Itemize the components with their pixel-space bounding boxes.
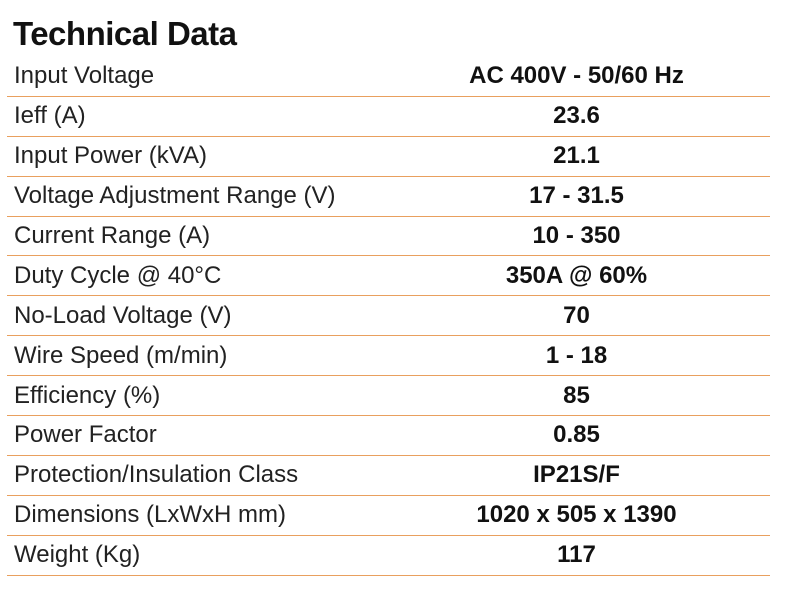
row-label: Power Factor	[14, 421, 157, 449]
row-label: Voltage Adjustment Range (V)	[14, 182, 336, 210]
table-row: Input Power (kVA) 21.1	[7, 137, 770, 177]
row-label: Duty Cycle @ 40°C	[14, 261, 222, 289]
row-value: 10 - 350	[532, 222, 621, 249]
table-row: No-Load Voltage (V) 70	[7, 296, 770, 337]
row-label: Weight (Kg)	[14, 541, 141, 569]
table-row: Power Factor 0.85	[7, 416, 770, 456]
row-value: 23.6	[553, 102, 600, 130]
row-label: Dimensions (LxWxH mm)	[14, 501, 287, 529]
table-row: Input Voltage AC 400V - 50/60 Hz	[7, 57, 770, 97]
table-row: Ieff (A) 23.6	[7, 97, 770, 137]
row-label: No-Load Voltage (V)	[14, 301, 232, 329]
row-value: 117	[557, 541, 596, 569]
row-value: IP21S/F	[533, 461, 620, 489]
table-row: Voltage Adjustment Range (V) 17 - 31.5	[7, 177, 770, 217]
row-value: AC 400V - 50/60 Hz	[469, 62, 684, 90]
technical-data-table: Input Voltage AC 400V - 50/60 Hz Ieff (A…	[7, 57, 770, 576]
table-row: Current Range (A) 10 - 350	[7, 217, 770, 257]
row-label: Input Voltage	[14, 62, 155, 90]
row-value: 70	[563, 301, 590, 329]
table-row: Dimensions (LxWxH mm) 1020 x 505 x 1390	[7, 496, 770, 536]
row-label: Protection/Insulation Class	[14, 461, 299, 489]
row-label: Ieff (A)	[14, 102, 86, 130]
row-label: Input Power (kVA)	[14, 142, 207, 170]
row-label: Current Range (A)	[14, 222, 211, 249]
row-value: 17 - 31.5	[529, 182, 624, 210]
row-value: 85	[563, 381, 590, 409]
row-value: 0.85	[553, 421, 600, 449]
table-row: Efficiency (%) 85	[7, 376, 770, 417]
table-row: Weight (Kg) 117	[7, 536, 770, 576]
table-row: Wire Speed (m/min) 1 - 18	[7, 336, 770, 377]
row-value: 1 - 18	[545, 341, 608, 369]
row-label: Wire Speed (m/min)	[14, 341, 228, 369]
row-label: Efficiency (%)	[14, 381, 161, 409]
table-row: Protection/Insulation Class IP21S/F	[7, 456, 770, 496]
row-value: 350A @ 60%	[505, 261, 648, 289]
row-value: 1020 x 505 x 1390	[476, 501, 677, 529]
page-title: Technical Data	[13, 15, 237, 52]
row-value: 21.1	[553, 142, 600, 170]
table-row: Duty Cycle @ 40°C 350A @ 60%	[7, 256, 770, 297]
